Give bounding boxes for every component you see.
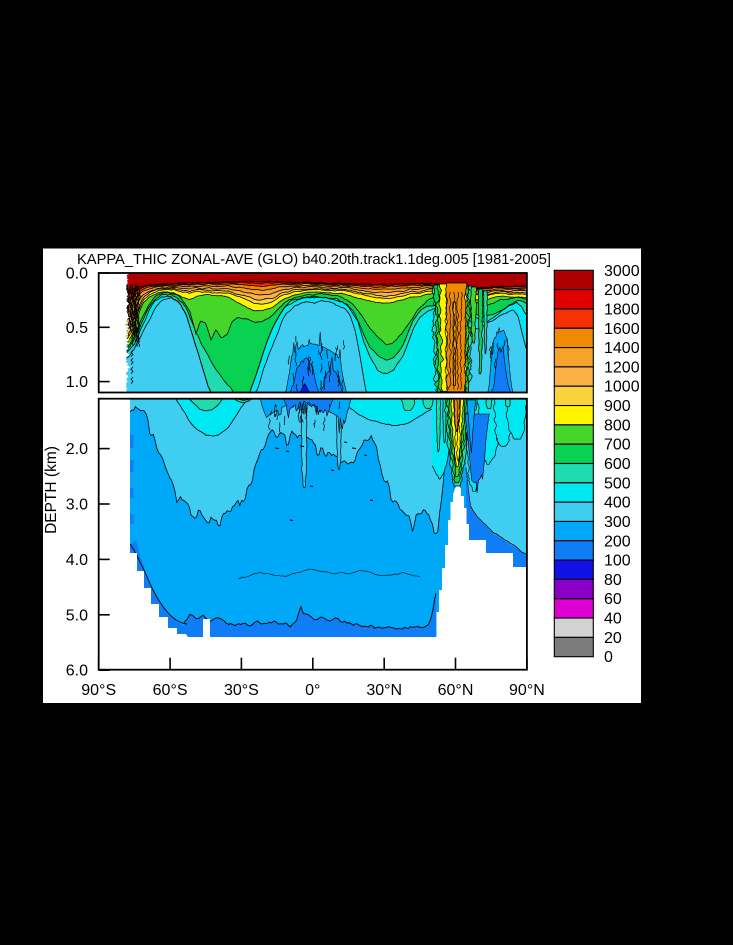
- svg-text:900: 900: [604, 398, 631, 415]
- svg-text:60°N: 60°N: [438, 682, 474, 699]
- svg-text:700: 700: [604, 437, 631, 454]
- svg-text:400: 400: [604, 495, 631, 512]
- svg-text:3000: 3000: [604, 263, 640, 280]
- svg-text:2.0: 2.0: [66, 441, 88, 458]
- svg-text:60: 60: [604, 591, 622, 608]
- svg-text:600: 600: [604, 456, 631, 473]
- svg-text:2000: 2000: [604, 282, 640, 299]
- svg-text:1400: 1400: [604, 340, 640, 357]
- svg-text:800: 800: [604, 417, 631, 434]
- svg-text:0.0: 0.0: [66, 266, 88, 283]
- svg-text:100: 100: [604, 553, 631, 570]
- svg-text:1200: 1200: [604, 359, 640, 376]
- svg-text:6.0: 6.0: [66, 663, 88, 680]
- svg-text:1800: 1800: [604, 301, 640, 318]
- svg-text:DEPTH (km): DEPTH (km): [43, 446, 60, 534]
- svg-text:200: 200: [604, 533, 631, 550]
- svg-text:5.0: 5.0: [66, 607, 88, 624]
- svg-text:KAPPA_THIC ZONAL-AVE (GLO) b40: KAPPA_THIC ZONAL-AVE (GLO) b40.20th.trac…: [77, 251, 551, 268]
- svg-text:90°S: 90°S: [81, 682, 116, 699]
- svg-text:90°N: 90°N: [509, 682, 545, 699]
- svg-text:30°S: 30°S: [224, 682, 259, 699]
- svg-text:0: 0: [604, 649, 613, 666]
- svg-text:40: 40: [604, 611, 622, 628]
- svg-text:1600: 1600: [604, 321, 640, 338]
- svg-text:1000: 1000: [604, 379, 640, 396]
- svg-text:30°N: 30°N: [366, 682, 402, 699]
- svg-text:1.0: 1.0: [66, 374, 88, 391]
- svg-text:300: 300: [604, 514, 631, 531]
- svg-text:80: 80: [604, 572, 622, 589]
- svg-text:3.0: 3.0: [66, 497, 88, 514]
- svg-text:500: 500: [604, 475, 631, 492]
- svg-text:20: 20: [604, 630, 622, 647]
- svg-text:0.5: 0.5: [66, 320, 88, 337]
- svg-text:60°S: 60°S: [153, 682, 188, 699]
- svg-text:4.0: 4.0: [66, 552, 88, 569]
- svg-text:0°: 0°: [305, 682, 320, 699]
